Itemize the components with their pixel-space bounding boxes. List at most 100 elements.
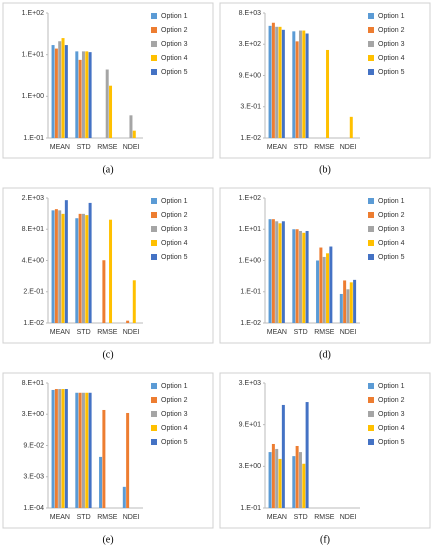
- x-tick-label: RMSE: [314, 329, 335, 336]
- bar: [278, 458, 282, 508]
- legend-swatch: [368, 226, 374, 232]
- bar: [88, 52, 92, 138]
- bar: [268, 25, 272, 139]
- legend-swatch: [151, 55, 157, 61]
- bar: [126, 412, 130, 508]
- panel-frame: [2, 187, 214, 344]
- legend-swatch: [368, 27, 374, 33]
- legend-swatch: [151, 41, 157, 47]
- bar: [305, 33, 309, 139]
- bar: [349, 282, 353, 323]
- bar: [349, 116, 353, 138]
- x-tick-label: RMSE: [97, 514, 118, 521]
- bar: [281, 221, 285, 323]
- legend-label: Option 3: [161, 41, 188, 48]
- legend-label: Option 4: [378, 55, 405, 62]
- legend-swatch: [151, 439, 157, 445]
- y-tick-label: 9.E+00: [239, 72, 261, 79]
- x-tick-label: NDEI: [123, 514, 140, 521]
- legend-label: Option 2: [378, 27, 405, 34]
- y-tick-label: 8.E+03: [239, 10, 261, 17]
- legend-swatch: [368, 212, 374, 218]
- bar: [54, 389, 58, 508]
- legend-swatch: [368, 69, 374, 75]
- x-tick-label: RMSE: [314, 144, 335, 151]
- bar: [271, 443, 275, 508]
- bar: [298, 30, 302, 139]
- legend-swatch: [368, 439, 374, 445]
- x-tick-label: STD: [77, 514, 91, 521]
- bar: [64, 45, 68, 138]
- bar: [298, 230, 302, 323]
- y-tick-label: 1.E-01: [23, 135, 44, 142]
- caption: (c): [102, 349, 113, 360]
- y-tick-label: 3.E+00: [239, 463, 261, 470]
- y-tick-label: 1.E-02: [240, 320, 261, 327]
- x-tick-label: STD: [294, 329, 308, 336]
- legend-swatch: [368, 240, 374, 246]
- bar: [275, 448, 279, 508]
- x-tick-label: MEAN: [50, 329, 70, 336]
- legend-label: Option 4: [161, 55, 188, 62]
- bar: [78, 59, 82, 138]
- bar: [51, 389, 55, 508]
- legend-label: Option 3: [161, 226, 188, 233]
- legend-swatch: [151, 425, 157, 431]
- legend-swatch: [151, 254, 157, 260]
- panel-frame: [219, 187, 431, 344]
- bar: [292, 229, 296, 323]
- bar: [54, 209, 58, 323]
- bar: [51, 210, 55, 323]
- legend-swatch: [368, 55, 374, 61]
- bar: [88, 202, 92, 323]
- bar: [81, 51, 85, 138]
- bar: [268, 219, 272, 323]
- bar: [75, 218, 79, 323]
- legend-swatch: [368, 198, 374, 204]
- x-tick-label: MEAN: [267, 514, 287, 521]
- caption: (f): [320, 534, 330, 545]
- caption: (a): [102, 164, 113, 175]
- bar: [61, 213, 65, 323]
- bar: [302, 463, 306, 508]
- bar: [326, 49, 330, 138]
- bar: [298, 452, 302, 508]
- legend-swatch: [368, 254, 374, 260]
- bar: [329, 246, 333, 323]
- legend-label: Option 5: [378, 69, 405, 76]
- x-tick-label: RMSE: [97, 329, 118, 336]
- y-tick-label: 1.E+02: [22, 10, 44, 17]
- bar: [275, 26, 279, 138]
- caption: (d): [319, 349, 331, 360]
- x-tick-label: NDEI: [340, 329, 357, 336]
- bar: [99, 456, 103, 508]
- x-tick-label: MEAN: [50, 144, 70, 151]
- bar: [85, 51, 89, 138]
- x-tick-label: RMSE: [97, 144, 118, 151]
- bar: [75, 392, 79, 508]
- panel-frame: [2, 2, 214, 159]
- y-tick-label: 3.E+03: [239, 380, 261, 387]
- legend-label: Option 3: [161, 411, 188, 418]
- panel-frame: [219, 372, 431, 529]
- bar: [292, 31, 296, 138]
- bar: [339, 293, 343, 323]
- legend-label: Option 2: [378, 212, 405, 219]
- bar: [88, 392, 92, 508]
- legend-swatch: [151, 411, 157, 417]
- y-tick-label: 3.E-01: [240, 104, 261, 111]
- legend-swatch: [151, 13, 157, 19]
- y-tick-label: 3.E+02: [239, 41, 261, 48]
- x-tick-label: STD: [294, 514, 308, 521]
- x-tick-label: NDEI: [340, 514, 357, 521]
- y-tick-label: 3.E-03: [23, 474, 44, 481]
- legend-label: Option 5: [161, 254, 188, 261]
- bar: [75, 51, 79, 138]
- bar: [81, 392, 85, 508]
- x-tick-label: MEAN: [50, 514, 70, 521]
- legend-label: Option 2: [161, 27, 188, 34]
- legend-swatch: [151, 27, 157, 33]
- y-tick-label: 2.E-01: [23, 289, 44, 296]
- bar: [353, 279, 357, 323]
- caption: (e): [102, 534, 113, 545]
